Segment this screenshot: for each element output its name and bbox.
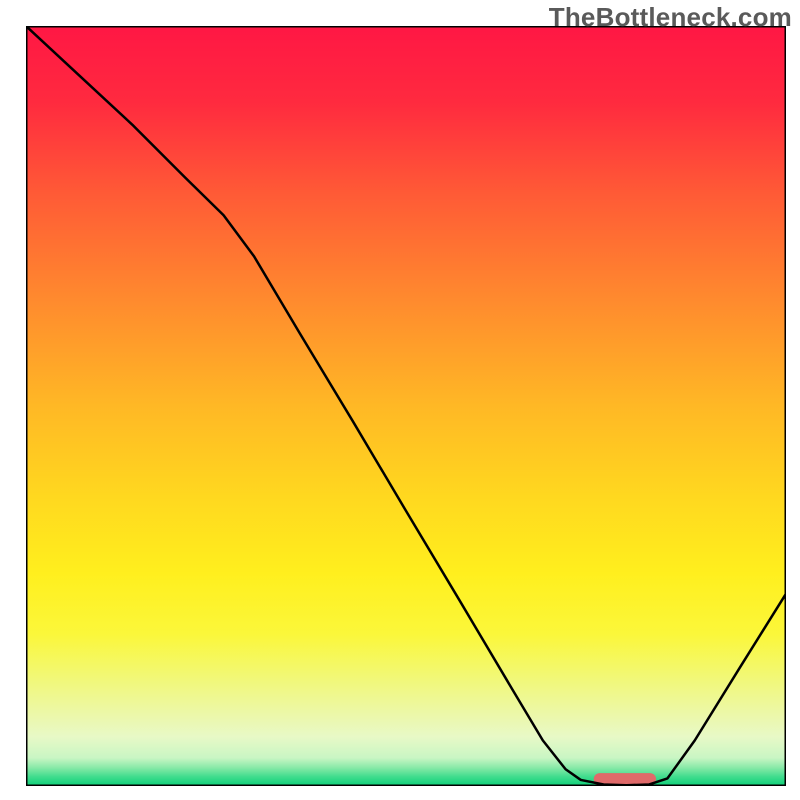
plot-area: [26, 26, 786, 786]
watermark-text: TheBottleneck.com: [549, 2, 792, 33]
plot-svg: [26, 26, 786, 786]
figure-root: TheBottleneck.com: [0, 0, 800, 800]
gradient-rect: [26, 26, 786, 786]
